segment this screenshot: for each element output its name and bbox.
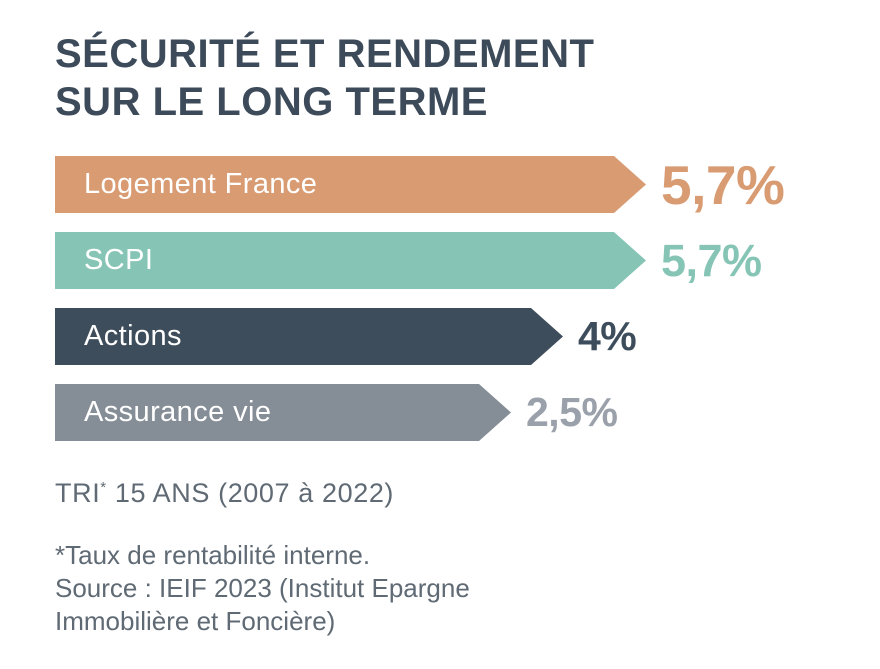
bar: Logement France bbox=[55, 156, 646, 213]
page-title-line2: SUR LE LONG TERME bbox=[55, 80, 488, 124]
bar: SCPI bbox=[55, 232, 646, 289]
footnote-source: Source : IEIF 2023 (Institut Epargne Imm… bbox=[55, 573, 470, 636]
bar-value: 4% bbox=[578, 313, 637, 359]
page-title: SÉCURITÉ ET RENDEMENT SUR LE LONG TERME bbox=[55, 30, 840, 126]
bar-label: SCPI bbox=[84, 244, 154, 276]
page-title-line1: SÉCURITÉ ET RENDEMENT bbox=[55, 32, 595, 76]
footnotes: *Taux de rentabilité interne. Source : I… bbox=[55, 539, 560, 638]
infographic: SÉCURITÉ ET RENDEMENT SUR LE LONG TERME … bbox=[55, 30, 840, 638]
bar: Assurance vie bbox=[55, 384, 511, 441]
chart-caption: TRI* 15 ANS (2007 à 2022) bbox=[55, 478, 840, 509]
caption-asterisk: * bbox=[100, 479, 107, 496]
bar-value: 5,7% bbox=[661, 234, 762, 286]
bar: Actions bbox=[55, 308, 563, 365]
bar-row: SCPI 5,7% bbox=[55, 232, 840, 289]
bar-label: Assurance vie bbox=[84, 396, 272, 428]
caption-prefix: TRI bbox=[55, 478, 101, 508]
bar-row: Assurance vie 2,5% bbox=[55, 384, 840, 441]
footnote-definition: *Taux de rentabilité interne. bbox=[55, 540, 371, 570]
bar-chart: Logement France 5,7% SCPI 5,7% Actions 4% Assu… bbox=[55, 154, 840, 441]
bar-value: 5,7% bbox=[661, 153, 785, 216]
bar-label: Logement France bbox=[84, 168, 318, 200]
bar-row: Actions 4% bbox=[55, 308, 840, 365]
bar-row: Logement France 5,7% bbox=[55, 154, 840, 216]
bar-label: Actions bbox=[84, 320, 182, 352]
bar-value: 2,5% bbox=[526, 389, 618, 435]
caption-rest: 15 ANS (2007 à 2022) bbox=[106, 478, 395, 508]
